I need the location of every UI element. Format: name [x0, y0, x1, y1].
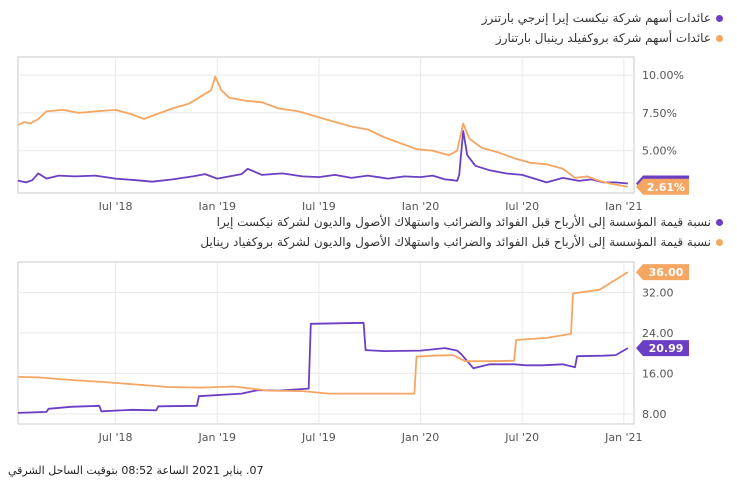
y-tick-label: 10.00%: [642, 69, 684, 82]
end-value-label-2: 36.00: [649, 266, 684, 279]
y-tick-label: 32.00: [642, 286, 674, 299]
legend-item[interactable]: نسبة قيمة المؤسسة إلى الأرباح قبل الفوائ…: [200, 232, 723, 252]
legend-dot-icon: [716, 238, 723, 246]
legend-item[interactable]: عائدات أسهم شركة بروكفيلد رينبال بارتنار…: [482, 28, 723, 48]
end-value-badge-2: [636, 178, 689, 195]
y-tick-label: 24.00: [642, 327, 674, 340]
x-tick-label: Jan '19: [197, 200, 235, 210]
x-tick-label: Jul '19: [301, 431, 336, 444]
y-tick-label: 16.00: [642, 367, 674, 380]
end-value-badge-2: [636, 264, 689, 281]
x-tick-label: Jan '21: [604, 200, 642, 210]
x-tick-label: Jul '20: [504, 431, 539, 444]
series-line-2: [17, 75, 629, 188]
timestamp-text: 07. يناير 2021 الساعة 08:52 بتوقيت الساح…: [8, 464, 264, 477]
x-tick-label: Jul '18: [98, 200, 133, 210]
legend-dot-icon: [716, 14, 723, 22]
x-tick-label: Jan '21: [604, 431, 642, 444]
x-tick-label: Jul '18: [98, 431, 133, 444]
end-value-label-1: 20.99: [649, 342, 684, 355]
plot-frame: [17, 261, 635, 425]
y-tick-label: 5.00%: [642, 145, 677, 158]
series-line-1: [17, 130, 628, 185]
x-tick-label: Jul '20: [504, 200, 539, 210]
legend-dot-icon: [716, 34, 723, 42]
series-line-1: [17, 321, 629, 414]
legend-label: نسبة قيمة المؤسسة إلى الأرباح قبل الفوائ…: [200, 235, 711, 249]
x-tick-label: Jul '19: [301, 200, 336, 210]
legend-item[interactable]: عائدات أسهم شركة نيكست إيرا إنرجي بارتنر…: [482, 8, 723, 28]
x-tick-label: Jan '19: [197, 431, 235, 444]
legend-label: نسبة قيمة المؤسسة إلى الأرباح قبل الفوائ…: [216, 215, 711, 229]
legend-label: عائدات أسهم شركة بروكفيلد رينبال بارتنار…: [495, 31, 711, 45]
y-tick-label: 7.50%: [642, 107, 677, 120]
legend-dot-icon: [716, 218, 723, 226]
x-tick-label: Jan '20: [401, 200, 439, 210]
legend-bottom-chart: نسبة قيمة المؤسسة إلى الأرباح قبل الفوائ…: [200, 212, 723, 252]
end-value-label-2: 2.61%: [647, 181, 685, 194]
plot-frame: [17, 56, 635, 194]
end-value-badge-1: [636, 340, 689, 357]
legend-top-chart: عائدات أسهم شركة نيكست إيرا إنرجي بارتنر…: [482, 8, 723, 48]
x-tick-label: Jan '20: [401, 431, 439, 444]
y-tick-label: 8.00: [642, 408, 667, 421]
legend-label: عائدات أسهم شركة نيكست إيرا إنرجي بارتنر…: [481, 11, 711, 25]
legend-item[interactable]: نسبة قيمة المؤسسة إلى الأرباح قبل الفوائ…: [200, 212, 723, 232]
yield-chart: 5.00% 7.50% 10.00% Jul '18 Jan '19 Jul '19 Jan…: [17, 56, 689, 210]
series-line-2: [17, 271, 629, 395]
